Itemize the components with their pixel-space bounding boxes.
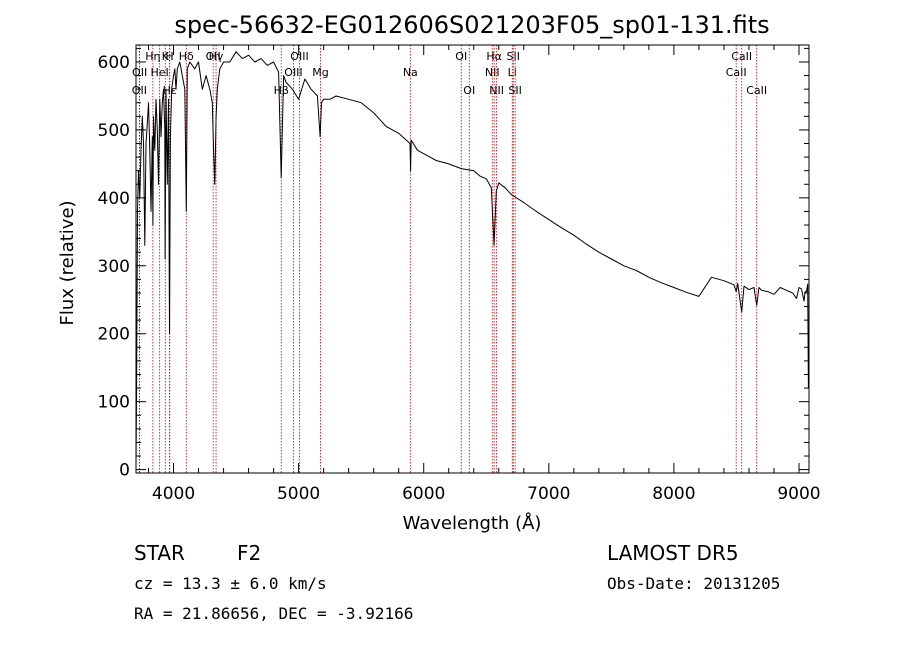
spectrum-series-group <box>135 51 809 467</box>
line-label-14: Na <box>403 66 418 79</box>
line-label-8: OII <box>206 50 221 63</box>
y-tick-label-2: 200 <box>98 325 130 345</box>
x-tick-label-0: 4000 <box>152 484 195 504</box>
line-label-24: CaII <box>731 50 752 63</box>
line-label-13: Mg <box>312 66 328 79</box>
line-label-21: SII <box>507 50 520 63</box>
line-label-7: Hδ <box>179 50 194 63</box>
survey-name: LAMOST DR5 <box>607 541 739 565</box>
x-tick-label-3: 7000 <box>527 484 570 504</box>
line-label-2: Hη <box>145 50 160 63</box>
x-tick-label-4: 8000 <box>652 484 695 504</box>
line-label-19: NII <box>489 84 504 97</box>
observation-date: Obs-Date: 20131205 <box>607 574 781 593</box>
x-tick-label-1: 5000 <box>277 484 320 504</box>
redshift-velocity: cz = 13.3 ± 6.0 km/s <box>134 574 327 593</box>
y-tick-label-5: 500 <box>98 121 130 141</box>
line-label-25: CaII <box>746 84 767 97</box>
line-label-12: OIII <box>290 50 308 63</box>
line-label-1: OII <box>132 66 147 79</box>
plot-frame <box>135 44 810 474</box>
line-label-20: Li <box>508 66 517 79</box>
y-tick-label-4: 400 <box>98 189 130 209</box>
y-tick-label-3: 300 <box>98 257 130 277</box>
line-label-5: H <box>165 50 173 63</box>
line-label-10: Hβ <box>274 84 289 97</box>
x-axis-label: Wavelength (Å) <box>403 512 542 534</box>
line-label-6: Hε <box>163 84 177 97</box>
y-axis-label: Flux (relative) <box>57 200 78 325</box>
line-label-18: Hα <box>486 50 502 63</box>
y-tick-label-1: 100 <box>98 393 130 413</box>
y-tick-label-6: 600 <box>98 53 130 73</box>
line-label-23: CaII <box>726 66 747 79</box>
line-label-22: SII <box>508 84 521 97</box>
object-class: STAR <box>134 541 185 565</box>
line-label-17: NII <box>485 66 500 79</box>
line-label-3: HeI <box>150 66 168 79</box>
spectrum-series-0 <box>135 51 809 467</box>
y-tick-label-0: 0 <box>119 461 130 481</box>
y-axis: 0 100 200 300 400 500 600 <box>98 47 809 481</box>
coordinates: RA = 21.86656, DEC = -3.92166 <box>134 604 414 623</box>
line-label-4: K <box>162 50 170 63</box>
line-label-11: OIII <box>284 66 302 79</box>
chart-title: spec-56632-EG012606S021203F05_sp01-131.f… <box>174 11 769 39</box>
line-label-9: Hγ <box>209 50 224 63</box>
x-tick-label-5: 9000 <box>777 484 820 504</box>
x-tick-label-2: 6000 <box>402 484 445 504</box>
x-axis: 4000 5000 6000 7000 8000 9000 <box>148 45 821 504</box>
line-label-16: OI <box>463 84 475 97</box>
object-subclass: F2 <box>237 541 262 565</box>
line-label-15: OI <box>455 50 467 63</box>
